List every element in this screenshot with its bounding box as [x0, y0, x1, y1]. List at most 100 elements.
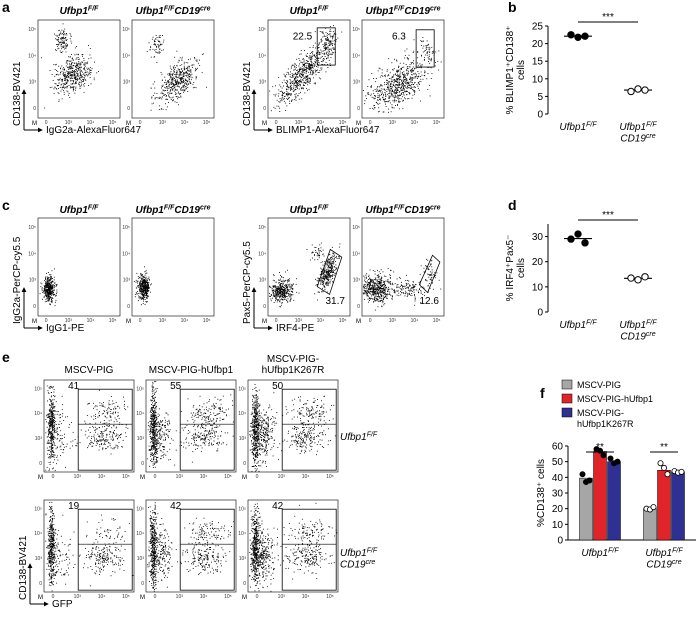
- event-dot: [150, 109, 152, 111]
- event-dot: [296, 64, 297, 66]
- event-dot: [381, 75, 383, 76]
- event-dot: [390, 83, 392, 84]
- event-dot: [369, 287, 371, 289]
- event-dot: [54, 282, 55, 284]
- event-dot: [327, 33, 328, 34]
- event-dot: [281, 288, 282, 289]
- event-dot: [332, 252, 334, 254]
- event-dot: [284, 288, 286, 290]
- event-dot: [419, 288, 420, 290]
- event-dot: [194, 58, 196, 60]
- event-dot: [332, 266, 334, 268]
- event-dot: [143, 284, 145, 286]
- event-dot: [175, 76, 177, 77]
- event-dot: [404, 295, 406, 297]
- event-dot: [302, 68, 304, 70]
- event-dot: [332, 255, 334, 257]
- event-dot: [420, 65, 422, 67]
- event-dot: [318, 249, 320, 251]
- event-dot: [369, 282, 371, 283]
- event-dot: [408, 86, 410, 88]
- event-dot: [52, 285, 54, 287]
- genotype-label: Ufbp1F/FCD19cre: [136, 6, 211, 18]
- event-dot: [309, 66, 311, 68]
- event-dot: [374, 288, 376, 290]
- event-dot: [286, 71, 288, 73]
- event-dot: [158, 98, 160, 99]
- event-dot: [172, 77, 174, 79]
- event-dot: [428, 58, 430, 59]
- event-dot: [173, 87, 175, 88]
- event-dot: [172, 96, 174, 98]
- x-tick-label: 10⁵: [203, 120, 211, 126]
- event-dot: [325, 271, 327, 273]
- event-dot: [375, 294, 377, 296]
- event-dot: [139, 293, 141, 295]
- column-title: MSCV-PIG-: [267, 354, 319, 365]
- event-dot: [56, 291, 58, 293]
- event-dot: [298, 65, 300, 67]
- event-dot: [143, 295, 145, 297]
- event-dot: [75, 71, 76, 73]
- event-dot: [179, 71, 181, 73]
- event-dot: [136, 280, 138, 282]
- event-dot: [154, 41, 155, 42]
- event-dot: [410, 289, 412, 291]
- event-dot: [373, 105, 375, 107]
- event-dot: [367, 284, 368, 286]
- event-dot: [330, 41, 331, 43]
- event-dot: [335, 40, 337, 42]
- event-dot: [323, 268, 325, 269]
- event-dot: [188, 59, 189, 61]
- event-dot: [383, 299, 384, 300]
- event-dot: [368, 279, 369, 280]
- event-dot: [322, 277, 324, 279]
- event-dot: [388, 90, 390, 92]
- event-dot: [315, 278, 316, 280]
- event-dot: [324, 47, 326, 49]
- event-dot: [153, 102, 154, 104]
- event-dot: [331, 259, 333, 261]
- event-dot: [405, 90, 407, 92]
- event-dot: [62, 73, 64, 75]
- event-dot: [166, 98, 167, 100]
- event-dot: [304, 68, 306, 70]
- event-dot: [163, 90, 165, 92]
- event-dot: [407, 283, 409, 285]
- event-dot: [66, 87, 68, 89]
- event-dot: [289, 295, 291, 297]
- event-dot: [317, 299, 318, 301]
- event-dot: [383, 291, 385, 293]
- x-tick-label: 10⁴: [317, 120, 325, 126]
- event-dot: [146, 288, 148, 289]
- event-dot: [389, 102, 391, 104]
- event-dot: [325, 47, 327, 49]
- event-dot: [50, 284, 52, 286]
- event-dot: [331, 269, 333, 271]
- event-dot: [374, 105, 375, 106]
- event-dot: [52, 439, 53, 441]
- event-dot: [141, 291, 143, 293]
- event-dot: [179, 74, 181, 76]
- event-dot: [66, 83, 67, 84]
- event-dot: [427, 267, 429, 269]
- event-dot: [304, 92, 306, 94]
- event-dot: [276, 299, 278, 301]
- event-dot: [395, 80, 397, 82]
- event-dot: [54, 420, 55, 422]
- event-dot: [64, 34, 66, 36]
- event-dot: [320, 271, 322, 273]
- event-dot: [144, 287, 146, 289]
- event-dot: [169, 90, 171, 91]
- event-dot: [378, 288, 380, 289]
- event-dot: [184, 84, 185, 86]
- event-dot: [290, 93, 292, 95]
- panel-label: a: [2, 0, 10, 15]
- event-dot: [321, 50, 323, 52]
- event-dot: [333, 47, 334, 49]
- event-dot: [50, 284, 52, 285]
- event-dot: [44, 295, 46, 297]
- event-dot: [324, 48, 326, 50]
- event-dot: [377, 99, 378, 101]
- event-dot: [377, 96, 378, 98]
